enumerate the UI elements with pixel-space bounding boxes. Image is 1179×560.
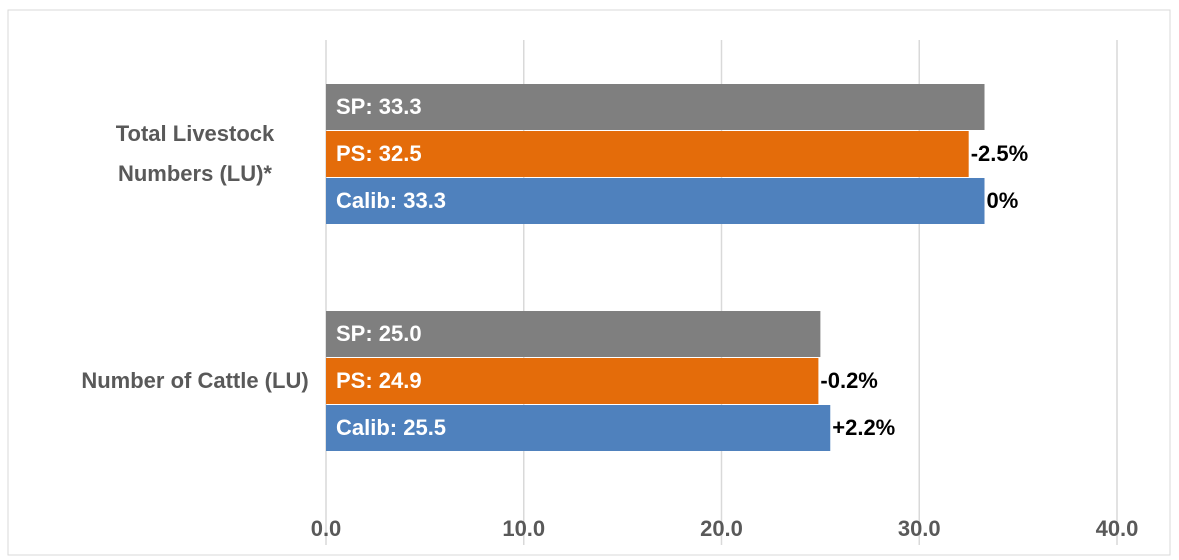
bar	[326, 178, 985, 224]
bar	[326, 405, 831, 451]
category-label: Number of Cattle (LU)	[81, 368, 309, 393]
change-label: -2.5%	[971, 141, 1028, 166]
value-label: SP: 33.3	[336, 94, 422, 119]
bar	[326, 84, 985, 130]
change-label: -0.2%	[820, 368, 877, 393]
value-label: Calib: 33.3	[336, 188, 446, 213]
change-label: 0%	[987, 188, 1019, 213]
value-label: PS: 32.5	[336, 141, 422, 166]
value-label: Calib: 25.5	[336, 415, 446, 440]
value-label: SP: 25.0	[336, 321, 422, 346]
x-tick-label: 30.0	[898, 516, 941, 541]
x-tick-label: 10.0	[502, 516, 545, 541]
bar	[326, 311, 821, 357]
change-label: +2.2%	[832, 415, 895, 440]
bar	[326, 131, 969, 177]
x-tick-label: 40.0	[1096, 516, 1139, 541]
x-tick-label: 20.0	[700, 516, 743, 541]
category-label: Total Livestock Numbers (LU)*	[115, 121, 275, 186]
value-label: PS: 24.9	[336, 368, 422, 393]
x-tick-label: 0.0	[311, 516, 342, 541]
bar	[326, 358, 819, 404]
